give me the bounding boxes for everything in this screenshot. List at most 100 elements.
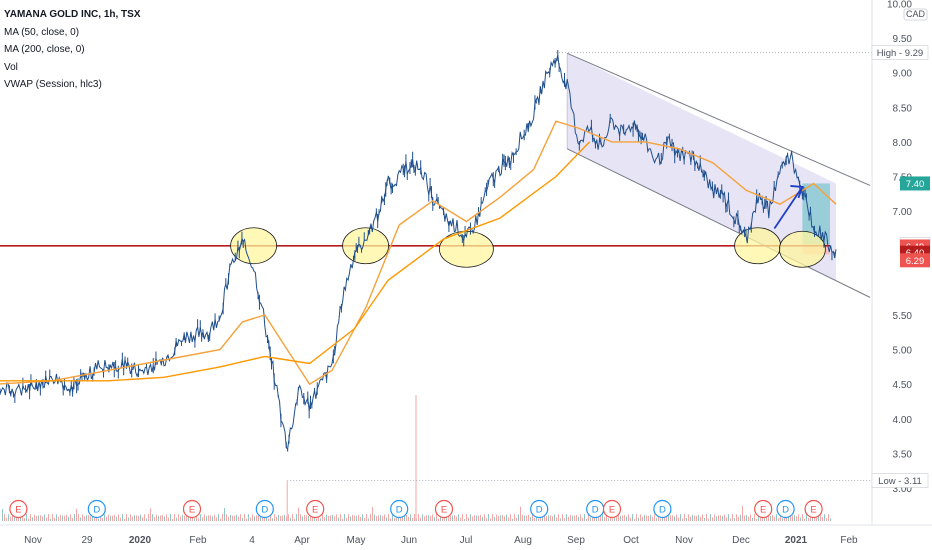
volume-bar: [156, 514, 157, 521]
volume-bar: [486, 518, 487, 521]
volume-bar: [214, 514, 215, 521]
earnings-event-icon[interactable]: [306, 499, 325, 519]
volume-bar: [204, 514, 205, 521]
event-letter: D: [261, 505, 268, 516]
volume-bar: [654, 514, 655, 521]
earnings-event-icon[interactable]: [9, 499, 28, 519]
dividend-event-icon[interactable]: [390, 499, 409, 519]
volume-bar: [294, 518, 295, 521]
volume-bar: [448, 514, 449, 521]
volume-bar: [170, 514, 171, 521]
earnings-event-icon[interactable]: [434, 499, 454, 519]
x-tick-label: Feb: [840, 535, 858, 546]
volume-bar: [652, 516, 653, 521]
volume-bar: [318, 514, 319, 521]
ma200-line: [0, 141, 591, 382]
volume-bar: [520, 506, 521, 521]
volume-bar: [768, 515, 769, 521]
volume-bar: [162, 515, 163, 521]
x-tick-label: Apr: [294, 535, 310, 546]
volume-bar: [412, 517, 413, 521]
price-line: [0, 55, 837, 451]
volume-bar: [830, 518, 831, 521]
volume-bar: [368, 518, 369, 521]
volume-bar: [764, 516, 765, 521]
volume-bar: [608, 518, 609, 521]
volume-bar: [354, 515, 355, 521]
volume-bar: [648, 515, 649, 521]
price-label: Low - 3.11: [878, 476, 922, 487]
volume-bar: [720, 515, 721, 521]
volume-bar: [666, 514, 667, 521]
volume-bar: [344, 514, 345, 521]
volume-bar: [810, 514, 811, 521]
volume-bar: [596, 515, 597, 521]
dividend-event-icon[interactable]: [255, 499, 274, 519]
volume-bar: [492, 514, 493, 521]
y-tick-label: 8.50: [893, 103, 913, 114]
volume-bar: [522, 514, 523, 521]
volume-bar: [80, 517, 81, 521]
volume-bar: [386, 517, 387, 521]
volume-bar: [218, 514, 219, 521]
volume-bar: [104, 514, 105, 521]
y-tick-label: 4.00: [893, 415, 913, 426]
volume-bar: [736, 514, 737, 521]
volume-bar: [62, 515, 63, 521]
volume-bar: [590, 517, 591, 521]
volume-bar: [316, 518, 317, 521]
volume-bar: [744, 515, 745, 521]
event-letter: D: [536, 505, 543, 516]
volume-bar: [60, 514, 61, 521]
volume-bar: [626, 516, 627, 521]
volume-bar: [498, 516, 499, 521]
volume-bar: [708, 518, 709, 521]
earnings-event-icon[interactable]: [754, 499, 773, 519]
volume-bar: [472, 516, 473, 521]
event-letter: E: [189, 505, 195, 516]
dividend-event-icon[interactable]: [653, 499, 672, 519]
volume-bar: [342, 518, 343, 521]
volume-bar: [152, 514, 153, 521]
volume-bar: [658, 514, 659, 521]
y-tick-label: 3.50: [893, 449, 913, 460]
target-arrow-head: [790, 185, 804, 199]
volume-bar: [352, 514, 353, 521]
dividend-event-icon[interactable]: [87, 499, 106, 519]
volume-bar: [280, 515, 281, 521]
volume-bar: [710, 514, 711, 521]
earnings-event-icon[interactable]: [804, 499, 823, 519]
volume-bar: [148, 514, 149, 521]
volume-bar: [86, 515, 87, 521]
volume-bar: [376, 516, 377, 521]
support-touch-ellipse: [779, 230, 826, 268]
volume-bar: [622, 515, 623, 521]
volume-bar: [138, 516, 139, 521]
volume-bar: [232, 515, 233, 521]
volume-bar: [510, 514, 511, 521]
volume-bar: [76, 508, 77, 521]
volume-bar: [4, 514, 5, 521]
volume-bar: [190, 516, 191, 521]
volume-bar: [488, 514, 489, 521]
volume-bar: [688, 514, 689, 521]
price-axis[interactable]: [872, 0, 932, 550]
volume-bar: [66, 514, 67, 521]
earnings-event-icon[interactable]: [602, 499, 622, 519]
volume-bar: [682, 518, 683, 521]
volume-bar: [580, 514, 581, 521]
volume-bar: [478, 515, 479, 521]
volume-bar: [328, 516, 329, 521]
volume-bar: [696, 515, 697, 521]
volume-bar: [506, 514, 507, 521]
earnings-event-icon[interactable]: [182, 499, 202, 519]
volume-bar: [534, 518, 535, 521]
volume-bar: [490, 518, 491, 521]
volume-bar: [806, 514, 807, 521]
dividend-event-icon[interactable]: [530, 499, 549, 519]
volume-bar: [706, 514, 707, 521]
volume-bar: [74, 514, 75, 521]
volume-bar: [182, 514, 183, 521]
dividend-event-icon[interactable]: [776, 499, 795, 519]
